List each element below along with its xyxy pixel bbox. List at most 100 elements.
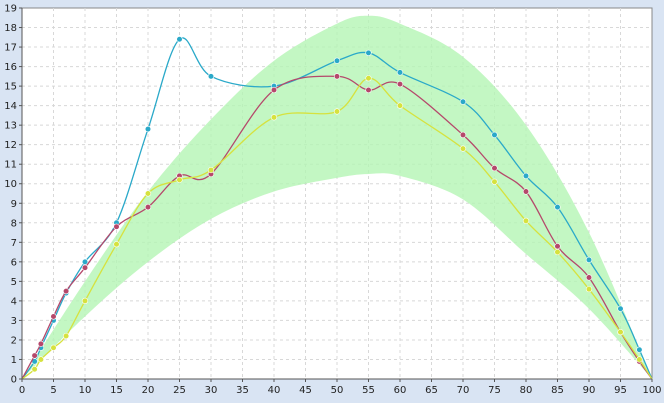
- data-point[interactable]: [81, 297, 89, 304]
- data-point[interactable]: [270, 114, 278, 121]
- x-tick-label: 30: [205, 385, 218, 396]
- data-point[interactable]: [585, 286, 593, 293]
- data-point[interactable]: [50, 344, 57, 351]
- data-point[interactable]: [176, 176, 183, 183]
- data-point[interactable]: [585, 274, 593, 281]
- data-point[interactable]: [81, 258, 89, 265]
- x-tick-label: 45: [299, 385, 312, 396]
- y-tick-label: 6: [11, 257, 17, 268]
- y-tick-label: 16: [4, 62, 17, 73]
- x-tick-label: 25: [173, 385, 186, 396]
- y-tick-label: 2: [11, 335, 17, 346]
- data-point[interactable]: [31, 366, 38, 373]
- y-tick-label: 12: [4, 140, 17, 151]
- data-point[interactable]: [207, 73, 215, 80]
- y-tick-label: 4: [11, 296, 17, 307]
- data-point[interactable]: [113, 223, 120, 230]
- data-point[interactable]: [207, 166, 215, 174]
- data-point[interactable]: [522, 188, 530, 195]
- x-tick-label: 15: [110, 385, 123, 396]
- y-tick-label: 11: [4, 160, 17, 171]
- data-point[interactable]: [617, 329, 624, 336]
- data-point[interactable]: [636, 356, 643, 363]
- x-tick-label: 100: [642, 385, 661, 396]
- y-tick-label: 10: [4, 179, 17, 190]
- data-point[interactable]: [522, 172, 530, 180]
- data-point[interactable]: [522, 217, 530, 224]
- y-tick-label: 5: [11, 277, 17, 288]
- data-point[interactable]: [333, 57, 341, 64]
- data-point[interactable]: [62, 332, 70, 340]
- x-tick-label: 10: [79, 385, 92, 396]
- y-tick-label: 13: [4, 121, 17, 132]
- data-point[interactable]: [62, 288, 70, 295]
- data-point[interactable]: [113, 241, 120, 248]
- x-tick-label: 35: [236, 385, 249, 396]
- data-point[interactable]: [491, 131, 498, 139]
- data-point[interactable]: [144, 204, 152, 211]
- y-tick-label: 9: [11, 199, 17, 210]
- x-tick-label: 80: [520, 385, 533, 396]
- data-point[interactable]: [333, 108, 341, 115]
- series-group: [21, 36, 653, 380]
- x-tick-label: 95: [614, 385, 627, 396]
- series-1: [21, 36, 653, 380]
- series-line: [21, 37, 653, 380]
- band-area: [22, 15, 652, 380]
- data-point[interactable]: [365, 75, 372, 82]
- y-tick-label: 14: [4, 101, 17, 112]
- x-tick-label: 5: [50, 385, 56, 396]
- data-point[interactable]: [37, 340, 45, 347]
- x-tick-label: 75: [488, 385, 501, 396]
- y-tick-label: 8: [11, 218, 17, 229]
- data-point[interactable]: [365, 49, 372, 57]
- data-point[interactable]: [365, 86, 372, 94]
- data-point[interactable]: [144, 125, 152, 133]
- x-tick-label: 70: [457, 385, 470, 396]
- x-tick-label: 85: [551, 385, 564, 396]
- data-point[interactable]: [636, 346, 643, 353]
- data-point[interactable]: [176, 36, 183, 43]
- data-point[interactable]: [554, 204, 561, 211]
- data-point[interactable]: [396, 69, 404, 76]
- data-point[interactable]: [396, 81, 404, 88]
- x-tick-label: 60: [394, 385, 407, 396]
- data-point[interactable]: [491, 165, 498, 172]
- data-point[interactable]: [554, 248, 561, 256]
- data-point[interactable]: [617, 305, 624, 312]
- data-point[interactable]: [50, 313, 57, 320]
- data-point[interactable]: [270, 86, 278, 94]
- data-point[interactable]: [585, 256, 593, 263]
- series-line: [21, 77, 653, 380]
- data-point[interactable]: [333, 73, 341, 80]
- data-point[interactable]: [491, 178, 498, 185]
- y-tick-label: 3: [11, 316, 17, 327]
- x-tick-label: 65: [425, 385, 438, 396]
- data-point[interactable]: [459, 145, 467, 152]
- y-tick-label: 7: [11, 238, 17, 249]
- data-point[interactable]: [554, 243, 561, 250]
- confidence-band: [22, 15, 652, 380]
- data-point[interactable]: [459, 98, 467, 105]
- y-tick-label: 19: [4, 4, 17, 15]
- x-tick-labels: 0 5 10 15 20 25 30 35 40 45 50 55 60 65 70 75 80 85 90 95 10…: [19, 379, 662, 396]
- data-point[interactable]: [396, 102, 404, 109]
- x-tick-label: 20: [142, 385, 155, 396]
- x-tick-label: 40: [268, 385, 281, 396]
- x-tick-label: 55: [362, 385, 375, 396]
- series-3: [21, 75, 653, 380]
- x-tick-label: 50: [331, 385, 344, 396]
- y-tick-label: 1: [11, 355, 17, 366]
- x-tick-label: 90: [583, 385, 596, 396]
- series-line: [21, 75, 653, 380]
- y-tick-label: 17: [4, 43, 17, 54]
- data-point[interactable]: [81, 264, 89, 271]
- data-point[interactable]: [37, 356, 45, 363]
- y-tick-label: 0: [11, 375, 17, 386]
- data-point[interactable]: [31, 352, 38, 359]
- data-point[interactable]: [459, 131, 467, 139]
- x-tick-label: 0: [19, 385, 25, 396]
- data-point[interactable]: [144, 190, 152, 197]
